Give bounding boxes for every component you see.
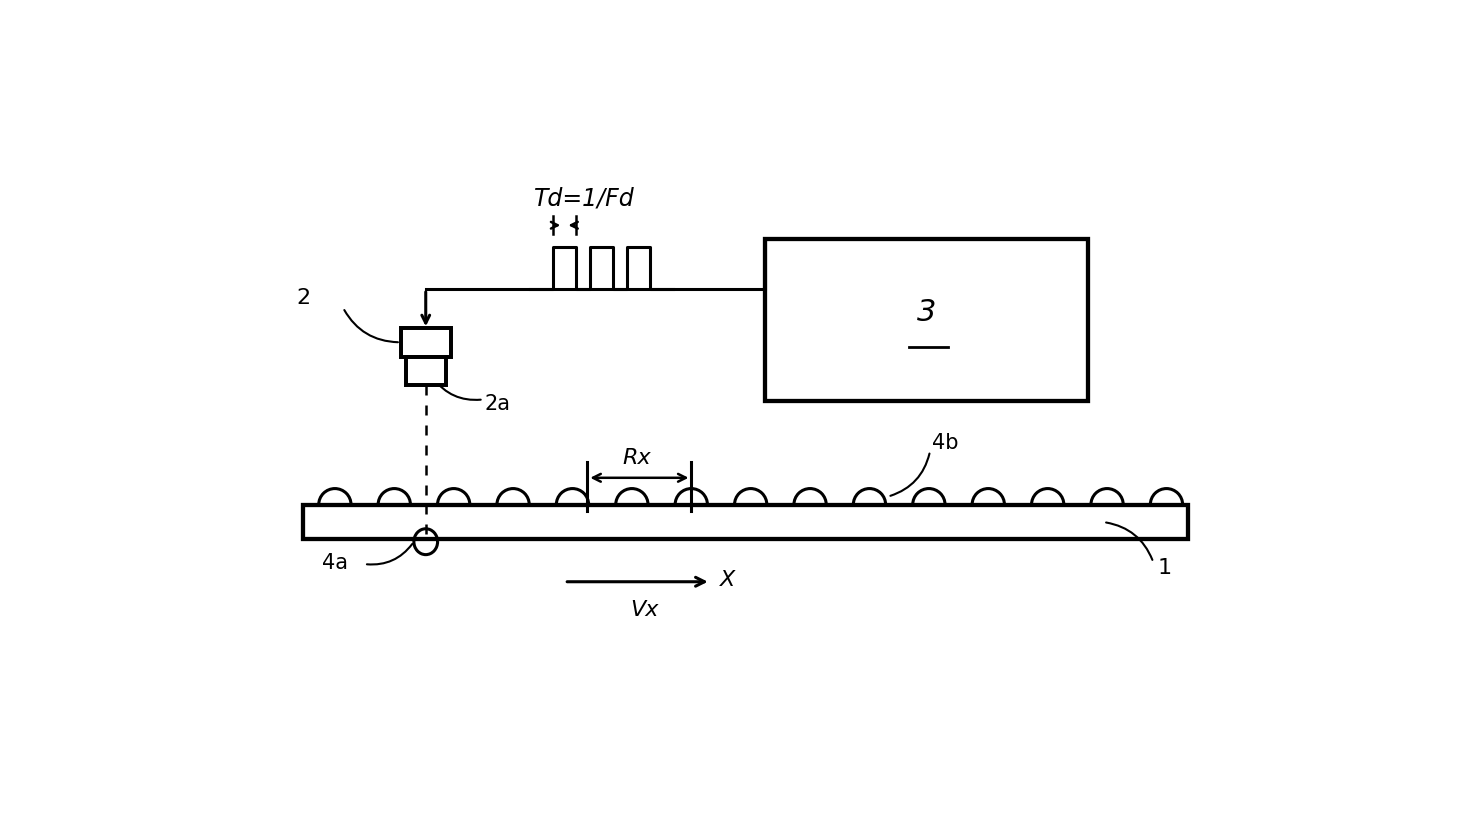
Text: Td=1/Fd: Td=1/Fd: [534, 187, 634, 211]
Bar: [302, 504, 1188, 539]
Text: 2: 2: [296, 288, 311, 307]
Text: 1: 1: [1157, 558, 1171, 578]
Text: Vx: Vx: [629, 600, 659, 621]
Text: Rx: Rx: [622, 448, 651, 468]
Text: 3: 3: [917, 297, 936, 327]
Bar: [764, 239, 1089, 401]
Text: X: X: [720, 570, 735, 590]
Bar: [400, 327, 450, 356]
Text: 4a: 4a: [321, 553, 348, 573]
Text: 2a: 2a: [484, 394, 511, 414]
Text: 4b: 4b: [933, 433, 959, 453]
Bar: [406, 356, 446, 385]
